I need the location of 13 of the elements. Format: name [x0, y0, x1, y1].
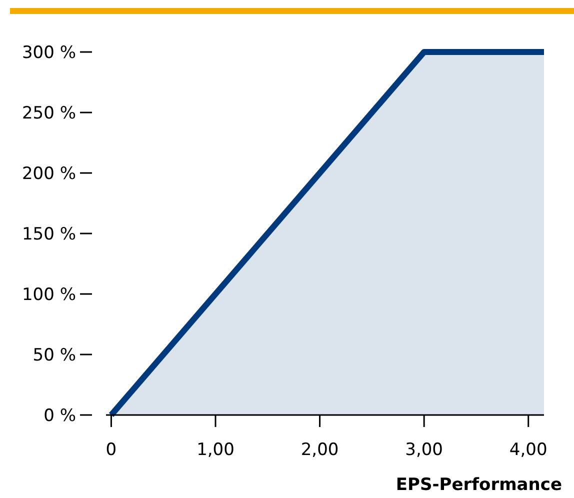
y-tick-label: 50 % — [32, 345, 76, 366]
x-axis-title: EPS-Performance — [396, 475, 562, 495]
x-tick-label: 1,00 — [196, 440, 234, 460]
x-tick-label: 4,00 — [509, 440, 548, 460]
y-tick-label: 0 % — [44, 406, 76, 426]
y-tick-label: 200 % — [22, 164, 76, 184]
y-tick-label: 250 % — [22, 103, 76, 124]
x-tick-label: 2,00 — [300, 440, 339, 460]
x-tick-label: 3,00 — [405, 440, 443, 460]
y-tick-label: 300 % — [22, 42, 76, 63]
x-tick-label: 0 — [106, 440, 117, 460]
y-tick-label: 150 % — [22, 224, 76, 244]
y-tick-label: 100 % — [22, 284, 76, 305]
